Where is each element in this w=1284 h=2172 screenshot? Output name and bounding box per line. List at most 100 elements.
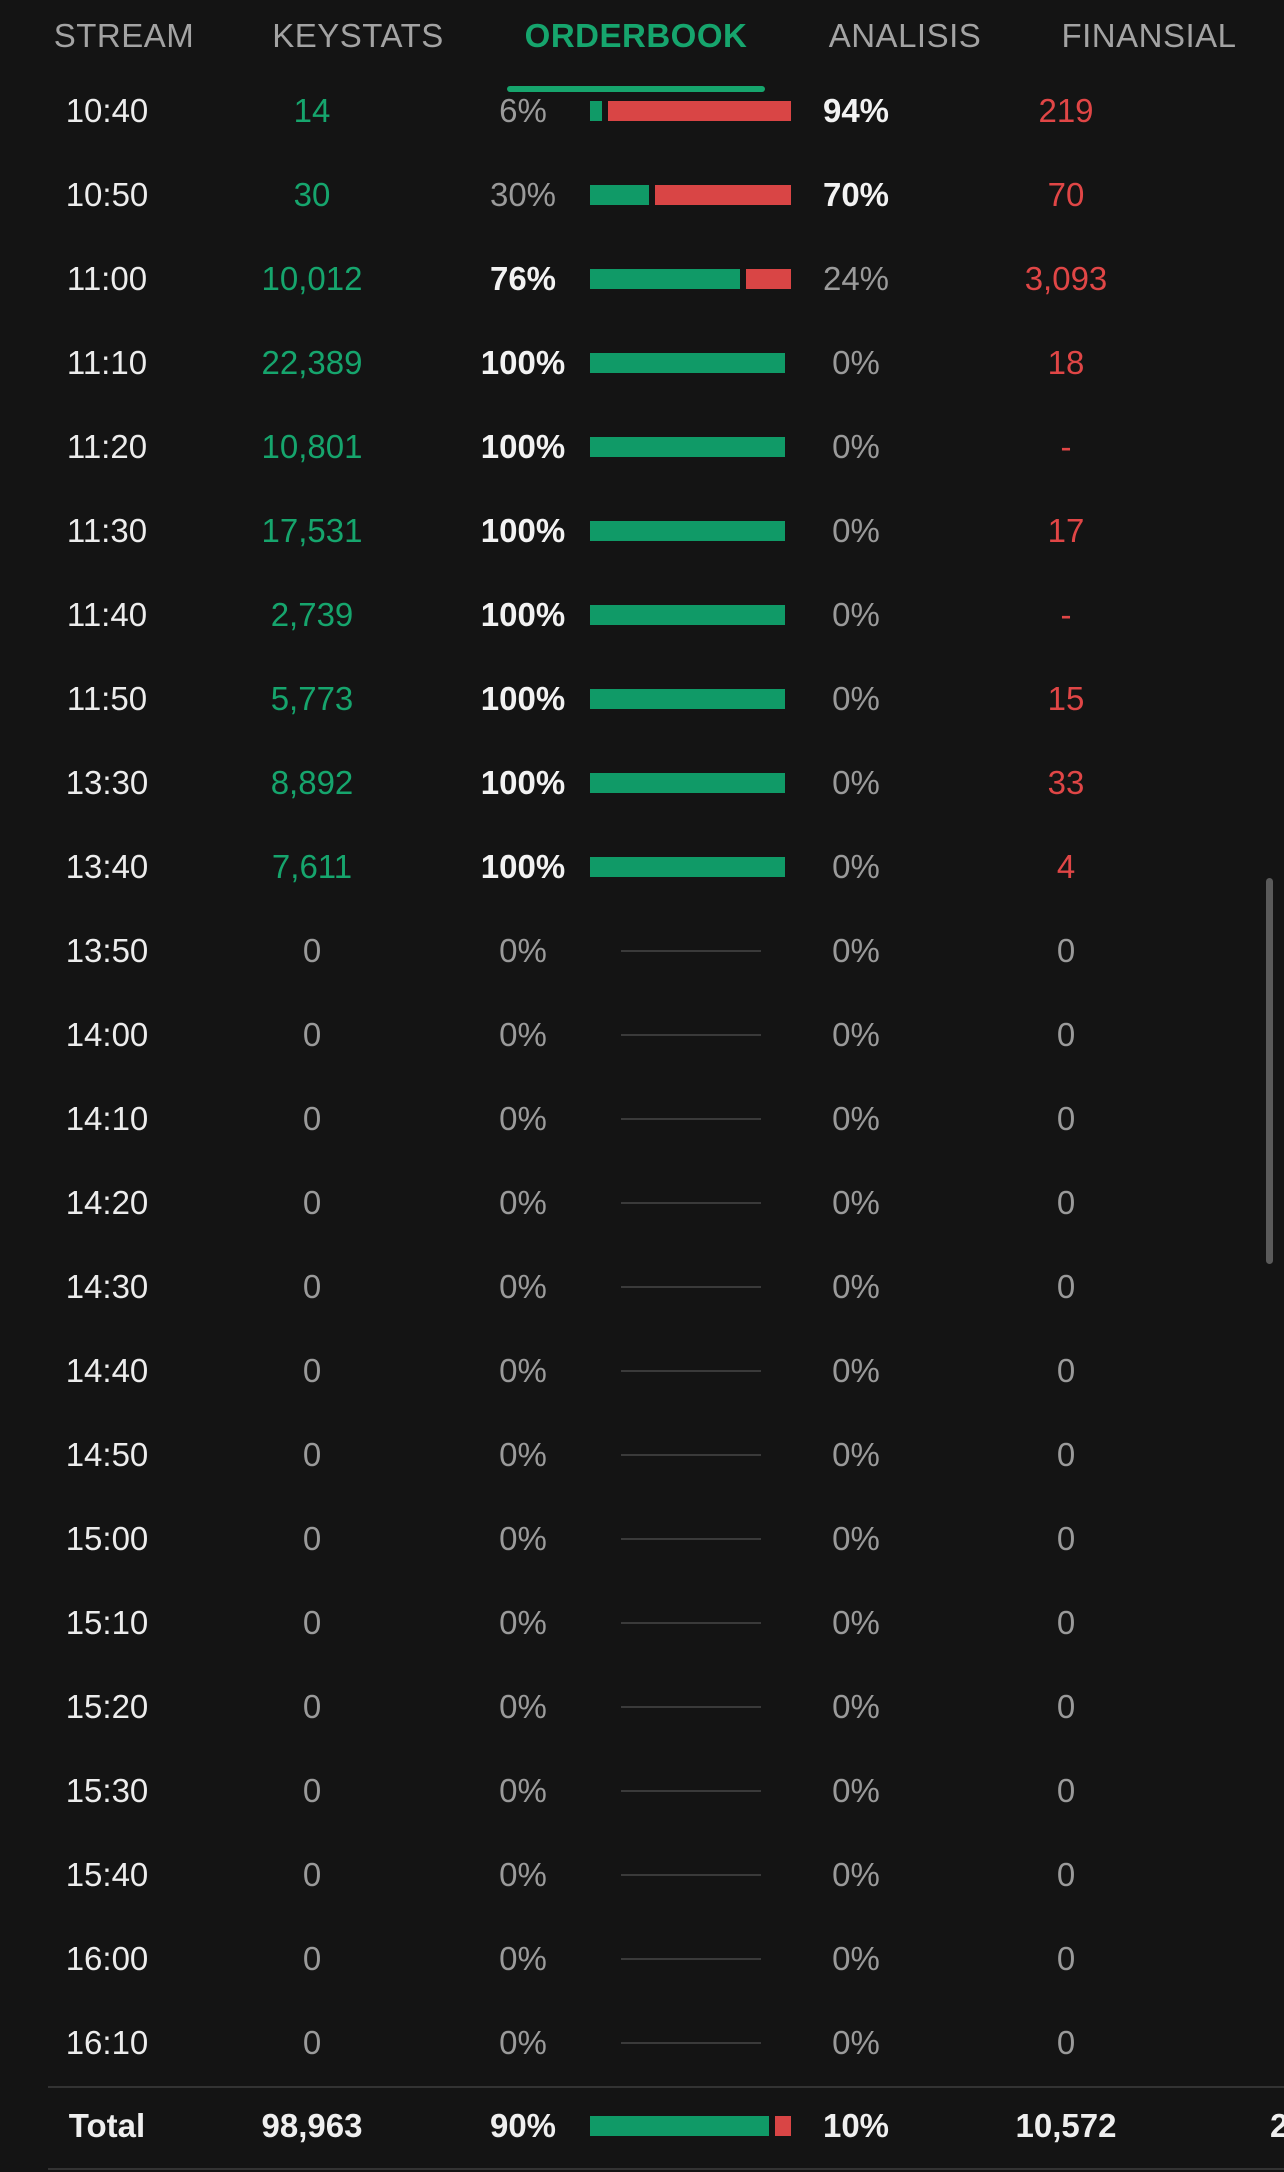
row-empty-bar (621, 1202, 761, 1204)
total-divider-bottom (48, 2168, 1284, 2170)
row-time: 11:50 (66, 680, 148, 717)
total-sell-bar-segment (775, 2116, 791, 2136)
row-sell-percent: 0% (832, 1604, 880, 1641)
row-time: 16:00 (65, 1940, 149, 1977)
row-time: 15:30 (65, 1772, 149, 1809)
row-buy-volume: 2,739 (270, 596, 354, 633)
row-sell-percent: 94% (822, 92, 890, 129)
row-sell-percent: 0% (832, 1856, 880, 1893)
row-sell-volume: 70 (1047, 176, 1085, 213)
row-buy-volume: 0 (302, 1352, 322, 1389)
row-sell-volume: 0 (1056, 1016, 1076, 1053)
row-buy-percent: 100% (480, 428, 566, 465)
table-row: 13:50 0 0% 0% 0 (0, 909, 1284, 993)
row-empty-bar (621, 1622, 761, 1624)
row-sell-percent: 0% (832, 1268, 880, 1305)
row-sell-percent: 0% (832, 1520, 880, 1557)
table-row: 13:40 7,611 100% 0% 4 (0, 825, 1284, 909)
tab-analisis[interactable]: ANALISIS (828, 17, 982, 54)
row-sell-volume: 0 (1056, 1100, 1076, 1137)
row-sell-volume: 0 (1056, 1436, 1076, 1473)
row-sell-volume: 0 (1056, 1856, 1076, 1893)
row-sell-volume: 0 (1056, 1520, 1076, 1557)
total-buy-percent: 90% (489, 2107, 557, 2144)
row-buy-bar-segment (590, 773, 785, 793)
row-time: 11:40 (66, 596, 148, 633)
row-buy-bar-segment (590, 521, 785, 541)
row-buy-bar-segment (590, 605, 785, 625)
table-row: 14:20 0 0% 0% 0 (0, 1161, 1284, 1245)
table-row: 14:00 0 0% 0% 0 (0, 993, 1284, 1077)
row-buy-volume: 5,773 (270, 680, 354, 717)
table-row: 11:00 10,012 76% 24% 3,093 (0, 237, 1284, 321)
tab-keystats[interactable]: KEYSTATS (272, 17, 444, 54)
row-sell-percent: 0% (832, 1352, 880, 1389)
table-row: 15:40 0 0% 0% 0 (0, 1833, 1284, 1917)
row-buy-sell-bar (590, 605, 791, 625)
tab-stream[interactable]: STREAM (53, 17, 195, 54)
table-row: 11:50 5,773 100% 0% 15 (0, 657, 1284, 741)
row-time: 10:50 (65, 176, 149, 213)
total-sell-volume: 10,572 (1015, 2107, 1117, 2144)
row-time: 14:20 (65, 1184, 149, 1221)
row-buy-volume: 10,012 (261, 260, 363, 297)
table-row: 11:20 10,801 100% 0% - (0, 405, 1284, 489)
row-buy-bar-segment (590, 185, 649, 205)
row-sell-bar-segment (608, 101, 791, 121)
total-buy-volume: 98,963 (261, 2107, 363, 2144)
table-row: 16:10 0 0% 0% 0 (0, 2001, 1284, 2085)
row-empty-bar (621, 2042, 761, 2044)
row-buy-volume: 0 (302, 1268, 322, 1305)
row-time: 15:00 (65, 1520, 149, 1557)
row-buy-volume: 0 (302, 1184, 322, 1221)
row-buy-sell-bar (590, 353, 791, 373)
row-buy-bar-segment (590, 353, 785, 373)
tab-orderbook[interactable]: ORDERBOOK (524, 17, 748, 54)
row-sell-volume: - (1060, 596, 1072, 633)
row-buy-percent: 0% (499, 1184, 547, 1221)
row-sell-percent: 0% (832, 1100, 880, 1137)
row-buy-volume: 22,389 (261, 344, 363, 381)
row-time: 15:10 (65, 1604, 149, 1641)
table-row: 15:20 0 0% 0% 0 (0, 1665, 1284, 1749)
row-buy-percent: 0% (499, 1520, 547, 1557)
table-row: 11:10 22,389 100% 0% 18 (0, 321, 1284, 405)
total-divider-top (48, 2086, 1284, 2088)
row-buy-volume: 0 (302, 932, 322, 969)
row-buy-volume: 0 (302, 1016, 322, 1053)
row-buy-percent: 100% (480, 680, 566, 717)
table-row: 14:30 0 0% 0% 0 (0, 1245, 1284, 1329)
row-empty-bar (621, 1454, 761, 1456)
row-sell-volume: 18 (1047, 344, 1085, 381)
row-buy-volume: 0 (302, 1100, 322, 1137)
row-sell-volume: 0 (1056, 1940, 1076, 1977)
row-sell-percent: 24% (822, 260, 890, 297)
row-buy-percent: 6% (499, 92, 547, 129)
row-empty-bar (621, 1370, 761, 1372)
table-row: 14:40 0 0% 0% 0 (0, 1329, 1284, 1413)
row-sell-percent: 0% (832, 1184, 880, 1221)
row-empty-bar (621, 1874, 761, 1876)
row-sell-volume: 3,093 (1024, 260, 1108, 297)
row-buy-volume: 30 (293, 176, 331, 213)
row-time: 13:30 (65, 764, 149, 801)
vertical-scrollbar[interactable] (1266, 878, 1273, 1264)
table-row: 15:10 0 0% 0% 0 (0, 1581, 1284, 1665)
row-sell-percent: 0% (832, 764, 880, 801)
row-buy-bar-segment (590, 857, 785, 877)
row-buy-percent: 0% (499, 2024, 547, 2061)
row-buy-percent: 100% (480, 764, 566, 801)
row-empty-bar (621, 1538, 761, 1540)
row-sell-percent: 0% (832, 596, 880, 633)
row-buy-volume: 0 (302, 1520, 322, 1557)
active-tab-indicator (507, 86, 765, 92)
tab-finansial[interactable]: FINANSIAL (1061, 17, 1237, 54)
row-time: 11:20 (66, 428, 148, 465)
total-overflow-value: 2 (1270, 2107, 1284, 2144)
table-row: 10:50 30 30% 70% 70 (0, 153, 1284, 237)
row-empty-bar (621, 1286, 761, 1288)
row-sell-bar-segment (655, 185, 791, 205)
row-buy-sell-bar (590, 773, 791, 793)
row-buy-percent: 0% (499, 1856, 547, 1893)
row-buy-percent: 100% (480, 344, 566, 381)
